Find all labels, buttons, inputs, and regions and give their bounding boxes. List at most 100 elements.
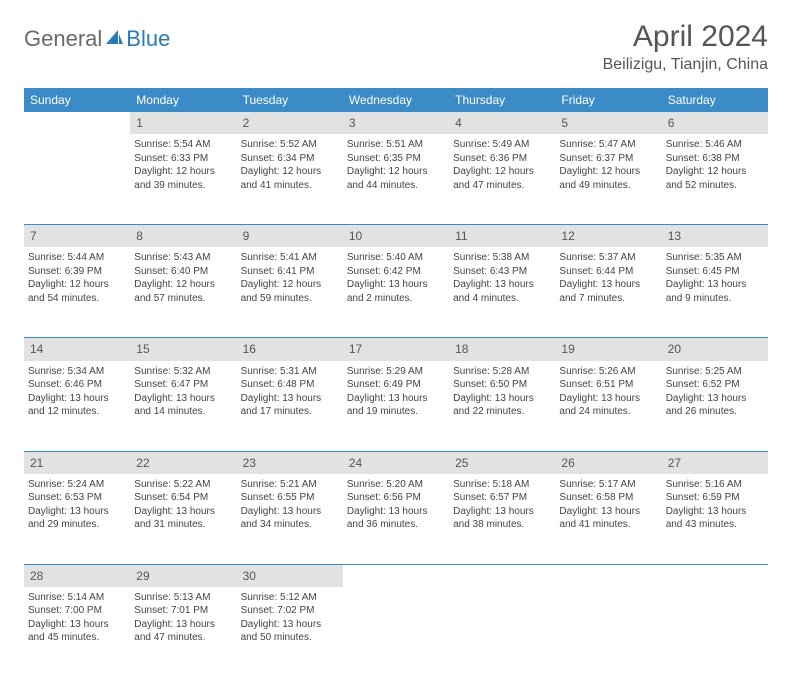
day-header: Wednesday <box>343 88 449 112</box>
daylight-text: Daylight: 13 hours and 26 minutes. <box>666 392 764 419</box>
day-number: 12 <box>555 225 661 248</box>
daylight-text: Daylight: 13 hours and 50 minutes. <box>241 618 339 645</box>
content-row: Sunrise: 5:34 AMSunset: 6:46 PMDaylight:… <box>24 361 768 452</box>
sunrise-text: Sunrise: 5:20 AM <box>347 478 445 492</box>
day-number: 26 <box>555 451 661 474</box>
sunset-text: Sunset: 6:39 PM <box>28 265 126 279</box>
day-number: 2 <box>237 112 343 134</box>
day-cell: Sunrise: 5:25 AMSunset: 6:52 PMDaylight:… <box>662 361 768 452</box>
daylight-text: Daylight: 12 hours and 49 minutes. <box>559 165 657 192</box>
day-cell: Sunrise: 5:44 AMSunset: 6:39 PMDaylight:… <box>24 247 130 338</box>
day-number: 21 <box>24 451 130 474</box>
day-cell: Sunrise: 5:49 AMSunset: 6:36 PMDaylight:… <box>449 134 555 225</box>
day-content: Sunrise: 5:49 AMSunset: 6:36 PMDaylight:… <box>453 138 551 192</box>
day-content: Sunrise: 5:34 AMSunset: 6:46 PMDaylight:… <box>28 365 126 419</box>
calendar-body: 123456Sunrise: 5:54 AMSunset: 6:33 PMDay… <box>24 112 768 677</box>
day-cell: Sunrise: 5:52 AMSunset: 6:34 PMDaylight:… <box>237 134 343 225</box>
daynum-row: 21222324252627 <box>24 451 768 474</box>
day-cell: Sunrise: 5:22 AMSunset: 6:54 PMDaylight:… <box>130 474 236 565</box>
daylight-text: Daylight: 12 hours and 41 minutes. <box>241 165 339 192</box>
sunrise-text: Sunrise: 5:29 AM <box>347 365 445 379</box>
day-number <box>449 564 555 587</box>
day-cell: Sunrise: 5:43 AMSunset: 6:40 PMDaylight:… <box>130 247 236 338</box>
daylight-text: Daylight: 12 hours and 52 minutes. <box>666 165 764 192</box>
daynum-row: 78910111213 <box>24 225 768 248</box>
day-number: 24 <box>343 451 449 474</box>
day-content: Sunrise: 5:28 AMSunset: 6:50 PMDaylight:… <box>453 365 551 419</box>
day-cell: Sunrise: 5:13 AMSunset: 7:01 PMDaylight:… <box>130 587 236 677</box>
day-cell: Sunrise: 5:17 AMSunset: 6:58 PMDaylight:… <box>555 474 661 565</box>
daylight-text: Daylight: 13 hours and 41 minutes. <box>559 505 657 532</box>
sunset-text: Sunset: 6:59 PM <box>666 491 764 505</box>
daylight-text: Daylight: 13 hours and 19 minutes. <box>347 392 445 419</box>
sunset-text: Sunset: 6:37 PM <box>559 152 657 166</box>
sunrise-text: Sunrise: 5:47 AM <box>559 138 657 152</box>
day-content: Sunrise: 5:26 AMSunset: 6:51 PMDaylight:… <box>559 365 657 419</box>
day-number: 16 <box>237 338 343 361</box>
day-cell: Sunrise: 5:54 AMSunset: 6:33 PMDaylight:… <box>130 134 236 225</box>
daynum-row: 123456 <box>24 112 768 134</box>
day-content: Sunrise: 5:40 AMSunset: 6:42 PMDaylight:… <box>347 251 445 305</box>
sunset-text: Sunset: 6:43 PM <box>453 265 551 279</box>
day-content: Sunrise: 5:52 AMSunset: 6:34 PMDaylight:… <box>241 138 339 192</box>
day-content: Sunrise: 5:32 AMSunset: 6:47 PMDaylight:… <box>134 365 232 419</box>
day-content: Sunrise: 5:24 AMSunset: 6:53 PMDaylight:… <box>28 478 126 532</box>
daylight-text: Daylight: 13 hours and 9 minutes. <box>666 278 764 305</box>
day-number <box>662 564 768 587</box>
sunrise-text: Sunrise: 5:37 AM <box>559 251 657 265</box>
sunset-text: Sunset: 6:44 PM <box>559 265 657 279</box>
day-number: 14 <box>24 338 130 361</box>
daylight-text: Daylight: 13 hours and 43 minutes. <box>666 505 764 532</box>
day-number <box>24 112 130 134</box>
sunrise-text: Sunrise: 5:46 AM <box>666 138 764 152</box>
day-cell <box>662 587 768 677</box>
day-cell <box>555 587 661 677</box>
day-content: Sunrise: 5:20 AMSunset: 6:56 PMDaylight:… <box>347 478 445 532</box>
sunset-text: Sunset: 7:01 PM <box>134 604 232 618</box>
sunrise-text: Sunrise: 5:21 AM <box>241 478 339 492</box>
sunrise-text: Sunrise: 5:17 AM <box>559 478 657 492</box>
day-number <box>343 564 449 587</box>
day-content: Sunrise: 5:46 AMSunset: 6:38 PMDaylight:… <box>666 138 764 192</box>
day-number: 4 <box>449 112 555 134</box>
daylight-text: Daylight: 13 hours and 45 minutes. <box>28 618 126 645</box>
sunrise-text: Sunrise: 5:34 AM <box>28 365 126 379</box>
sunset-text: Sunset: 6:49 PM <box>347 378 445 392</box>
sunset-text: Sunset: 6:56 PM <box>347 491 445 505</box>
daylight-text: Daylight: 12 hours and 54 minutes. <box>28 278 126 305</box>
day-number: 5 <box>555 112 661 134</box>
day-cell: Sunrise: 5:26 AMSunset: 6:51 PMDaylight:… <box>555 361 661 452</box>
day-content: Sunrise: 5:47 AMSunset: 6:37 PMDaylight:… <box>559 138 657 192</box>
day-cell: Sunrise: 5:18 AMSunset: 6:57 PMDaylight:… <box>449 474 555 565</box>
day-number: 22 <box>130 451 236 474</box>
day-number <box>555 564 661 587</box>
sunrise-text: Sunrise: 5:28 AM <box>453 365 551 379</box>
day-cell <box>24 134 130 225</box>
sunset-text: Sunset: 6:48 PM <box>241 378 339 392</box>
sunrise-text: Sunrise: 5:16 AM <box>666 478 764 492</box>
day-number: 3 <box>343 112 449 134</box>
content-row: Sunrise: 5:54 AMSunset: 6:33 PMDaylight:… <box>24 134 768 225</box>
sunset-text: Sunset: 6:50 PM <box>453 378 551 392</box>
day-content: Sunrise: 5:51 AMSunset: 6:35 PMDaylight:… <box>347 138 445 192</box>
location-label: Beilizigu, Tianjin, China <box>603 56 768 74</box>
day-cell: Sunrise: 5:40 AMSunset: 6:42 PMDaylight:… <box>343 247 449 338</box>
sunrise-text: Sunrise: 5:40 AM <box>347 251 445 265</box>
daynum-row: 282930 <box>24 564 768 587</box>
sunset-text: Sunset: 7:02 PM <box>241 604 339 618</box>
day-number: 8 <box>130 225 236 248</box>
daylight-text: Daylight: 13 hours and 34 minutes. <box>241 505 339 532</box>
sunrise-text: Sunrise: 5:24 AM <box>28 478 126 492</box>
daylight-text: Daylight: 12 hours and 47 minutes. <box>453 165 551 192</box>
sunrise-text: Sunrise: 5:43 AM <box>134 251 232 265</box>
daylight-text: Daylight: 12 hours and 57 minutes. <box>134 278 232 305</box>
daylight-text: Daylight: 12 hours and 39 minutes. <box>134 165 232 192</box>
sunset-text: Sunset: 6:33 PM <box>134 152 232 166</box>
day-cell: Sunrise: 5:14 AMSunset: 7:00 PMDaylight:… <box>24 587 130 677</box>
day-header: Monday <box>130 88 236 112</box>
brand-logo: General Blue <box>24 20 170 52</box>
calendar-table: Sunday Monday Tuesday Wednesday Thursday… <box>24 88 768 677</box>
day-header-row: Sunday Monday Tuesday Wednesday Thursday… <box>24 88 768 112</box>
day-content: Sunrise: 5:18 AMSunset: 6:57 PMDaylight:… <box>453 478 551 532</box>
content-row: Sunrise: 5:14 AMSunset: 7:00 PMDaylight:… <box>24 587 768 677</box>
